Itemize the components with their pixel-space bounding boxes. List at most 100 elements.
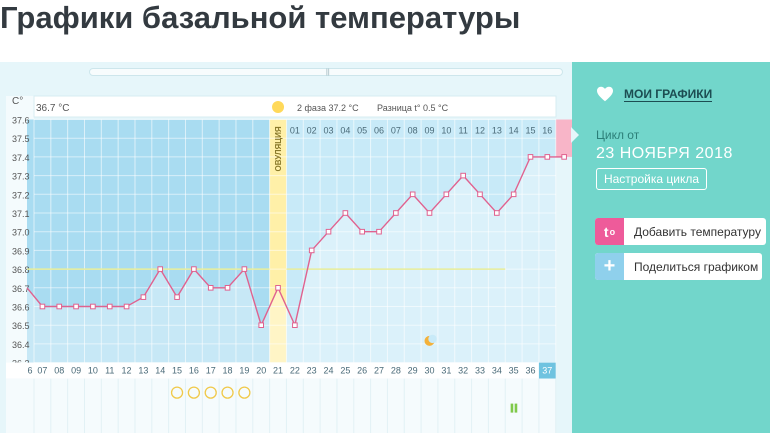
- add-temperature-label: Добавить температуру: [634, 224, 761, 239]
- y-tick-label: 37.5: [12, 134, 30, 144]
- y-tick-label: 37.1: [12, 209, 30, 219]
- scroll-grip-icon[interactable]: ||: [326, 69, 330, 76]
- phase2-day-label: 03: [324, 126, 334, 136]
- y-tick-label: 36.4: [12, 340, 30, 350]
- period-marker: [555, 119, 572, 157]
- temperature-point: [191, 266, 197, 272]
- cycle-settings-button[interactable]: Настройка цикла: [596, 168, 707, 190]
- phase2-temperature: 2 фаза 37.2 °C: [297, 103, 359, 113]
- temperature-point: [527, 154, 534, 160]
- y-tick-label: 37.2: [12, 190, 30, 200]
- temperature-point: [123, 303, 130, 310]
- temperature-point: [275, 285, 281, 291]
- sun-icon: [272, 101, 285, 113]
- x-day-label: 07: [37, 366, 47, 376]
- heart-icon: [597, 86, 613, 102]
- phase2-day-label: 11: [458, 126, 467, 136]
- ovulation-label: ОВУЛЯЦИЯ: [274, 126, 283, 171]
- temperature-point: [426, 210, 433, 216]
- temperature-point: [342, 210, 349, 216]
- chart-scrollbar[interactable]: ||: [89, 68, 563, 76]
- share-chart-label: Поделиться графиком: [634, 259, 759, 274]
- x-day-label: 26: [357, 366, 367, 376]
- temperature-point: [224, 285, 231, 291]
- phase2-day-label: 10: [441, 126, 451, 136]
- phase2-day-label: 15: [525, 126, 535, 136]
- page-title: Графики базальной температуры: [0, 0, 521, 35]
- y-tick-label: 36.9: [12, 246, 30, 256]
- sidebar-pointer: [571, 127, 579, 143]
- my-charts-link[interactable]: МОИ ГРАФИКИ: [596, 86, 713, 102]
- phase2-day-label: 04: [340, 126, 350, 136]
- y-axis-unit: С°: [12, 96, 23, 107]
- temperature-difference: Разница t° 0.5 °C: [377, 103, 449, 113]
- x-day-label: 30: [424, 366, 434, 376]
- x-day-label: 23: [307, 366, 317, 376]
- cycle-start-date: 23 НОЯБРЯ 2018: [596, 145, 733, 162]
- temperature-point: [510, 191, 517, 198]
- x-day-label: 37: [542, 366, 552, 376]
- cycle-sidebar: МОИ ГРАФИКИ Цикл от 23 НОЯБРЯ 2018 Настр…: [571, 62, 770, 433]
- menstruation-circle-icon: [221, 386, 234, 399]
- temperature-point: [409, 191, 416, 198]
- x-day-label: 14: [155, 366, 165, 376]
- x-day-label: 18: [223, 366, 233, 376]
- x-day-label: 29: [408, 366, 418, 376]
- pause-icon-left: [510, 403, 514, 413]
- x-day-label: 12: [122, 366, 132, 376]
- temperature-icon-glyph: t: [603, 223, 609, 240]
- temperature-point: [393, 210, 399, 216]
- temperature-point: [90, 303, 96, 310]
- x-day-label: 15: [172, 366, 182, 376]
- x-day-label: 13: [138, 366, 148, 376]
- x-day-label: 32: [458, 366, 468, 376]
- x-day-label: 19: [239, 366, 249, 376]
- x-day-label: 31: [441, 366, 451, 376]
- baseline-temperature: 36.7 °C: [36, 103, 69, 114]
- x-day-label: 28: [391, 366, 401, 376]
- phase2-day-label: 13: [492, 126, 502, 136]
- x-day-label: 20: [256, 366, 266, 376]
- temperature-point: [325, 228, 332, 235]
- temperature-chart: С° 36.7 °C 2 фаза 37.2 °C Разница t° 0.5 °C…: [6, 95, 572, 433]
- temperature-point: [39, 303, 46, 310]
- x-day-label: 09: [71, 366, 81, 376]
- temperature-point: [376, 228, 382, 235]
- share-chart-button[interactable]: + Поделиться графиком: [595, 253, 762, 280]
- my-charts-label: МОИ ГРАФИКИ: [624, 86, 713, 102]
- x-day-label: 16: [189, 366, 199, 376]
- cycle-from-label: Цикл от: [596, 128, 640, 142]
- temperature-point: [477, 191, 483, 198]
- menstruation-circle-icon: [238, 386, 251, 399]
- temperature-point: [561, 154, 567, 160]
- y-tick-label: 36.7: [12, 284, 30, 294]
- phase2-day-label: 07: [391, 126, 401, 136]
- temperature-point: [460, 172, 466, 179]
- x-day-label: 21: [273, 366, 283, 376]
- y-tick-label: 36.6: [12, 303, 30, 313]
- phase2-day-label: 05: [357, 126, 367, 136]
- temperature-point: [258, 322, 265, 328]
- temperature-point: [140, 294, 147, 300]
- temperature-point: [308, 247, 315, 254]
- temperature-point: [56, 303, 63, 310]
- menstruation-circle-icon: [204, 386, 217, 399]
- markers-panel: [6, 378, 556, 433]
- menstruation-circle-icon: [187, 386, 201, 399]
- x-day-label: 22: [290, 366, 300, 376]
- phase2-day-label: 02: [307, 126, 317, 136]
- x-day-label: 33: [475, 366, 485, 376]
- temperature-icon-degree: o: [609, 226, 616, 237]
- y-tick-label: 37.3: [12, 172, 30, 182]
- x-day-label: 36: [525, 366, 535, 376]
- ovulation-column: [269, 119, 287, 363]
- y-tick-label: 37.4: [12, 153, 30, 163]
- temperature-point: [207, 285, 214, 291]
- temperature-point: [443, 191, 450, 198]
- x-day-label: 27: [374, 366, 384, 376]
- phase2-day-label: 09: [424, 126, 434, 136]
- phase2-day-label: 06: [374, 126, 384, 136]
- phase2-day-label: 14: [509, 126, 519, 136]
